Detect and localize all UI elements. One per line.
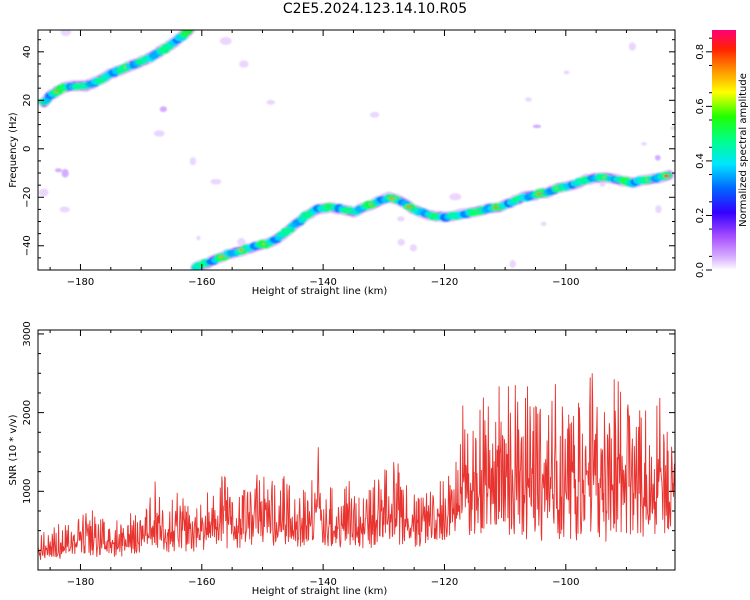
snr-xtick-label: −100 xyxy=(552,577,579,588)
spectrogram-ytick-label: −40 xyxy=(22,235,33,256)
snr-ytick-label: 3000 xyxy=(22,321,33,346)
colorbar-label: Normalized spectral amplitude xyxy=(738,73,749,227)
spectrogram-xtick-label: −140 xyxy=(309,277,336,288)
spectrogram-speckle xyxy=(196,235,201,241)
figure-title: C2E5.2024.123.14.10.R05 xyxy=(282,1,468,17)
spectrogram-ytick-label: −20 xyxy=(22,187,33,208)
spectrogram-speckle xyxy=(210,178,222,185)
colorbar-tick-label: 0.4 xyxy=(695,153,706,169)
spectrogram-xtick-label: −160 xyxy=(188,277,215,288)
spectrogram-speckle xyxy=(239,60,249,68)
spectrogram-field xyxy=(38,30,675,270)
snr-line xyxy=(38,373,675,560)
spectrogram-speckle xyxy=(219,37,232,45)
spectrogram-speckle xyxy=(525,97,532,102)
colorbar-tick-label: 0.2 xyxy=(695,208,706,224)
spectrogram-speckle xyxy=(641,141,647,146)
spectrogram-speckle xyxy=(599,182,606,187)
spectrogram-speckle xyxy=(237,238,246,246)
spectrogram-ytick-label: 0 xyxy=(22,146,33,152)
spectrogram-speckle xyxy=(189,157,197,166)
snr-xtick-label: −180 xyxy=(67,577,94,588)
spectrogram-speckle xyxy=(509,259,516,268)
spectrogram-frame xyxy=(37,29,676,271)
spectrogram-speckle xyxy=(670,126,675,130)
snr-plot xyxy=(38,373,675,560)
snr-xtick-label: −140 xyxy=(309,577,336,588)
spectrogram-plot xyxy=(38,30,675,270)
spectrogram-xlabel: Height of straight line (km) xyxy=(252,286,388,297)
spectrogram-speckle xyxy=(654,154,661,161)
colorbar xyxy=(712,30,736,270)
snr-xtick-label: −160 xyxy=(188,577,215,588)
spectrogram-speckle xyxy=(655,205,662,214)
snr-xlabel: Height of straight line (km) xyxy=(252,586,388,597)
ridge-peak xyxy=(663,174,669,178)
spectrogram-speckle xyxy=(397,238,405,246)
spectrogram-speckle xyxy=(449,193,462,201)
spectrogram-speckle xyxy=(59,206,70,213)
spectrogram-ytick-label: 40 xyxy=(22,45,33,58)
colorbar-tick-label: 0.0 xyxy=(695,262,706,278)
spectrogram-speckle xyxy=(540,221,547,226)
spectrogram-speckle xyxy=(153,130,165,137)
spectrogram-speckle xyxy=(159,106,167,113)
spectrogram-speckle xyxy=(61,168,69,178)
spectrogram-speckle xyxy=(563,70,570,75)
ridge-1-band-2 xyxy=(192,172,672,270)
spectrogram-speckle xyxy=(38,188,49,197)
spectrogram-speckle xyxy=(628,42,636,51)
spectrogram-speckle xyxy=(369,111,380,118)
colorbar-tick-label: 0.6 xyxy=(695,98,706,114)
spectrogram-xtick-label: −100 xyxy=(552,277,579,288)
snr-ylabel: SNR (10 * v/v) xyxy=(8,414,19,485)
spectrogram-speckle xyxy=(266,99,276,105)
ridge-blob xyxy=(181,30,194,35)
spectrogram-ytick-label: 20 xyxy=(22,94,33,107)
ridge-1-band-0 xyxy=(190,169,675,270)
snr-ytick-label: 1000 xyxy=(22,479,33,504)
spectrogram-speckle xyxy=(409,244,417,252)
spectrogram-xtick-label: −180 xyxy=(67,277,94,288)
snr-frame xyxy=(37,329,676,571)
snr-ytick-label: 2000 xyxy=(22,400,33,425)
snr-xtick-label: −120 xyxy=(431,577,458,588)
colorbar-tick-label: 0.8 xyxy=(695,44,706,60)
spectrogram-speckle xyxy=(60,30,71,36)
spectrogram-speckle xyxy=(397,216,405,222)
spectrogram-speckle xyxy=(54,168,62,173)
spectrogram-speckle xyxy=(532,124,542,129)
ridge-1-band-1 xyxy=(191,171,673,270)
spectrogram-ylabel: Frequency (Hz) xyxy=(8,112,19,188)
spectrogram-xtick-label: −120 xyxy=(431,277,458,288)
